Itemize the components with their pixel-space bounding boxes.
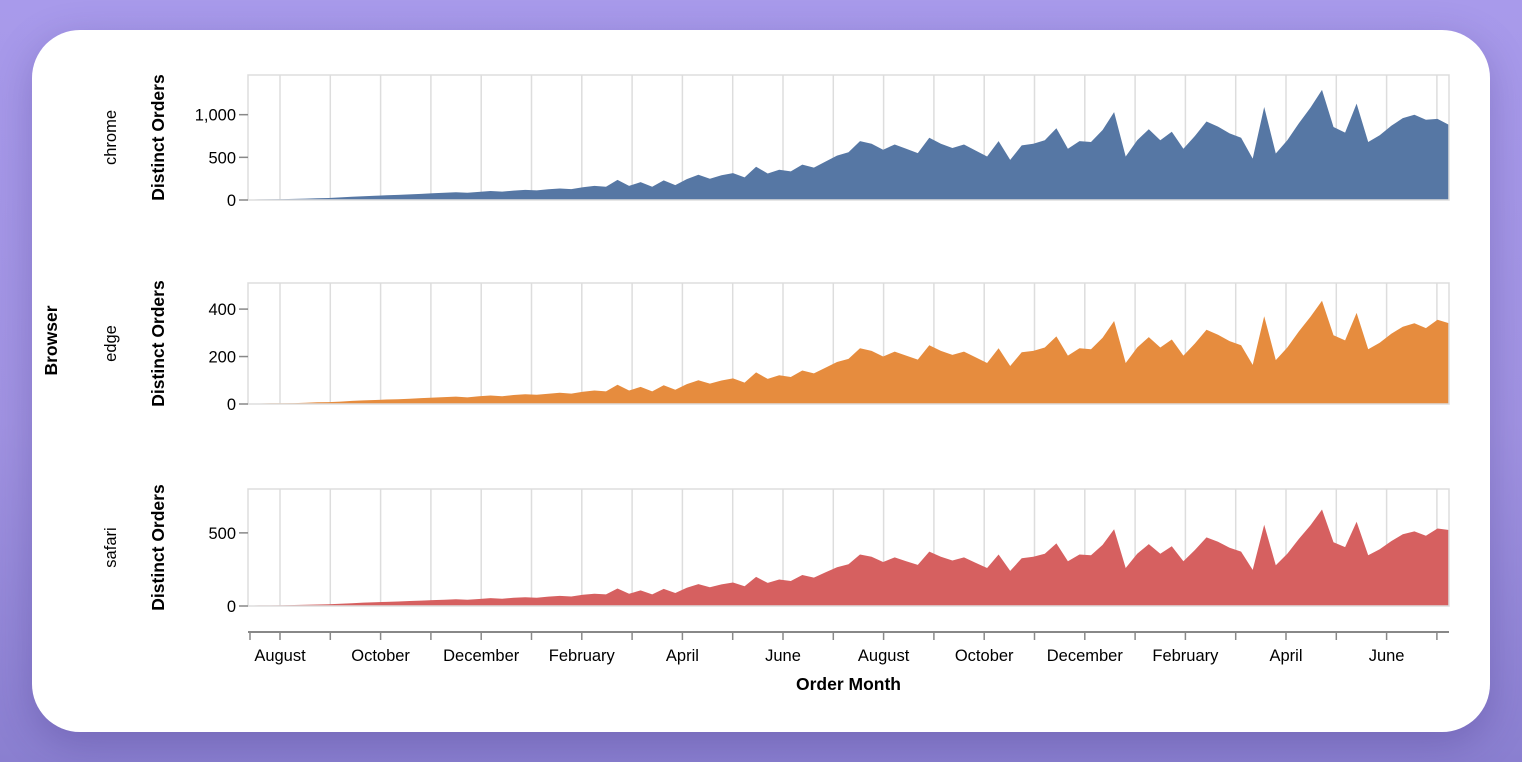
- facet-label-chrome: chrome: [102, 110, 120, 165]
- x-tick-label: October: [351, 647, 410, 665]
- x-axis-title: Order Month: [796, 674, 901, 694]
- y-tick-label: 500: [208, 149, 236, 167]
- y-tick-label: 400: [208, 301, 236, 319]
- panel-border-edge: [247, 282, 1450, 405]
- panel-border-safari: [247, 488, 1450, 607]
- x-tick-label: August: [254, 647, 306, 665]
- x-tick-label: December: [1047, 647, 1124, 665]
- x-tick-label: February: [549, 647, 616, 665]
- area-safari: [248, 509, 1449, 606]
- y-tick-label: 1,000: [195, 107, 236, 125]
- y-tick-label: 0: [227, 598, 236, 616]
- area-edge: [248, 300, 1449, 404]
- x-tick-label: June: [765, 647, 801, 665]
- y-tick-label: 0: [227, 396, 236, 414]
- y-axis-title: Distinct Orders: [148, 484, 168, 611]
- x-tick-label: June: [1369, 647, 1405, 665]
- y-axis-title: Distinct Orders: [148, 74, 168, 201]
- area-chrome: [248, 89, 1449, 200]
- y-tick-label: 500: [208, 525, 236, 543]
- facet-label-safari: safari: [102, 527, 120, 567]
- y-axis-title: Distinct Orders: [148, 280, 168, 407]
- panel-border-chrome: [247, 74, 1450, 201]
- x-tick-label: October: [955, 647, 1014, 665]
- x-tick-label: December: [443, 647, 520, 665]
- x-tick-label: April: [1269, 647, 1302, 665]
- x-tick-label: April: [666, 647, 699, 665]
- facet-title: Browser: [41, 305, 61, 375]
- y-tick-label: 200: [208, 349, 236, 367]
- x-tick-label: February: [1152, 647, 1219, 665]
- facet-label-edge: edge: [102, 325, 120, 362]
- y-tick-label: 0: [227, 192, 236, 210]
- x-tick-label: August: [858, 647, 910, 665]
